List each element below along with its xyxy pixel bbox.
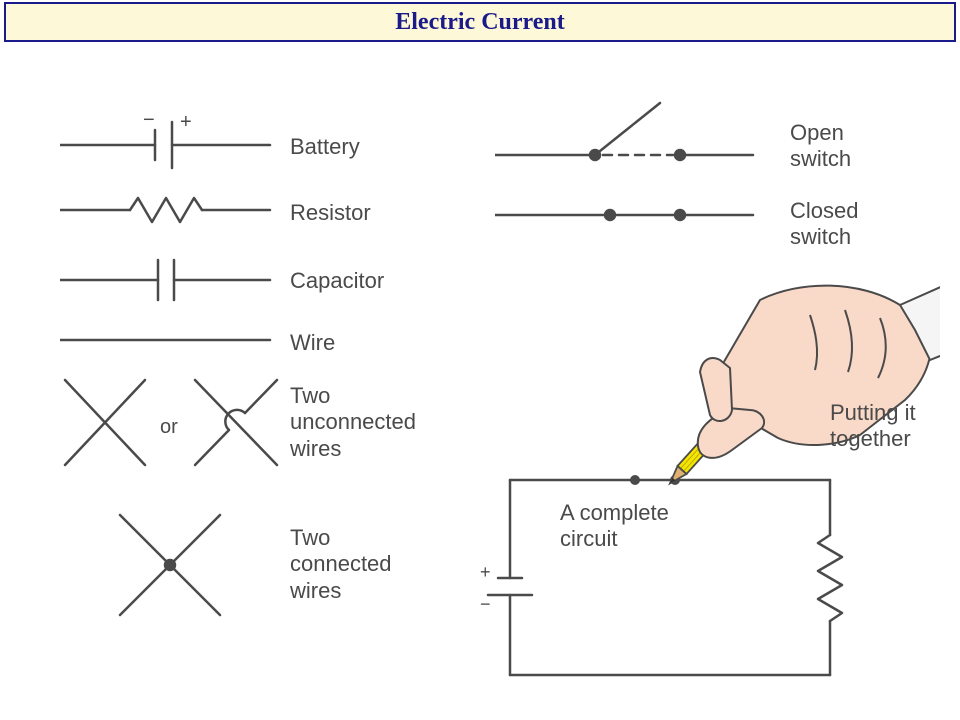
battery-minus: − xyxy=(143,108,155,132)
closed-switch-label: Closed switch xyxy=(790,198,858,251)
capacitor-label: Capacitor xyxy=(290,268,384,294)
resistor-symbol xyxy=(60,190,280,230)
wire-label: Wire xyxy=(290,330,335,356)
page-title: Electric Current xyxy=(395,9,565,36)
circuit-plus: + xyxy=(480,562,491,584)
or-label: or xyxy=(160,415,178,439)
circuit-minus: − xyxy=(480,594,491,616)
battery-symbol xyxy=(60,110,280,170)
open-switch-symbol xyxy=(495,95,755,170)
battery-label: Battery xyxy=(290,134,360,160)
capacitor-symbol xyxy=(60,255,280,305)
wire-symbol xyxy=(60,330,280,350)
unconnected-label: Two unconnected wires xyxy=(290,383,416,462)
resistor-label: Resistor xyxy=(290,200,371,226)
circuit-label: A complete circuit xyxy=(560,500,669,553)
closed-switch-symbol xyxy=(495,200,755,230)
title-bar: Electric Current xyxy=(4,2,956,42)
connected-label: Two connected wires xyxy=(290,525,392,604)
connected-wires-symbol xyxy=(110,505,230,625)
putting-label: Putting it together xyxy=(830,400,916,453)
battery-plus: + xyxy=(180,110,192,134)
open-switch-label: Open switch xyxy=(790,120,851,173)
hand-drawing xyxy=(460,260,940,700)
